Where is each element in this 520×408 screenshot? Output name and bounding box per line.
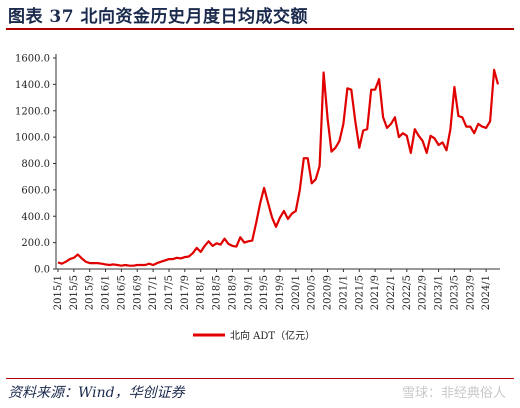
x-tick-label: 2019/9 — [275, 275, 286, 310]
y-tick-label: 1400.0 — [15, 80, 50, 91]
x-tick-label: 2023/5 — [449, 275, 460, 310]
x-tick-label: 2016/9 — [132, 275, 143, 310]
x-tick-label: 2017/5 — [164, 275, 175, 310]
x-tick-label: 2019/1 — [243, 275, 254, 310]
y-tick-label: 1000.0 — [15, 133, 50, 144]
y-tick-label: 0.0 — [34, 265, 50, 276]
y-tick-label: 800.0 — [21, 159, 50, 170]
x-tick-label: 2019/5 — [259, 275, 270, 310]
footer-divider — [6, 378, 514, 379]
y-tick-label: 200.0 — [21, 238, 50, 249]
x-tick-label: 2022/9 — [418, 275, 429, 310]
x-tick-label: 2015/9 — [85, 275, 96, 310]
x-tick-label: 2022/1 — [386, 275, 397, 310]
x-tick-label: 2018/9 — [227, 275, 238, 310]
x-tick-label: 2015/1 — [53, 275, 64, 310]
line-chart: 0.0 200.0 400.0 600.0 800.0 1000.0 1200.0 1400.… — [15, 54, 500, 342]
watermark-text: 雪球：非经典俗人 — [401, 386, 506, 401]
legend-label: 北向 ADT（亿元） — [230, 329, 315, 342]
y-tick-label: 1600.0 — [15, 54, 50, 65]
x-tick-label: 2015/5 — [69, 275, 80, 310]
x-tick-label: 2020/9 — [323, 275, 334, 310]
y-tick-label: 400.0 — [21, 212, 50, 223]
x-tick-label: 2024/1 — [481, 275, 492, 310]
chart-title: 图表 37 北向资金历史月度日均成交额 — [8, 7, 308, 27]
y-tick-label: 1200.0 — [15, 106, 50, 117]
series-line-northbound-adt — [57, 68, 500, 267]
x-tick-label: 2017/1 — [148, 275, 159, 310]
x-tick-label: 2020/1 — [291, 275, 302, 310]
x-tick-label: 2022/5 — [402, 275, 413, 310]
x-tick-label: 2021/1 — [338, 275, 349, 310]
x-tick-label: 2016/1 — [101, 275, 112, 310]
y-tick-label: 600.0 — [21, 185, 50, 196]
x-tick-label: 2018/1 — [196, 275, 207, 310]
source-note: 资料来源：Wind，华创证券 — [8, 385, 185, 401]
x-tick-label: 2023/1 — [434, 275, 445, 310]
x-tick-label: 2018/5 — [212, 275, 223, 310]
x-tick-label: 2021/9 — [370, 275, 381, 310]
x-tick-label: 2021/5 — [354, 275, 365, 310]
x-tick-label: 2016/5 — [116, 275, 127, 310]
x-tick-label: 2020/5 — [307, 275, 318, 310]
x-tick-label: 2023/9 — [465, 275, 476, 310]
title-divider — [6, 28, 514, 30]
x-tick-label: 2017/9 — [180, 275, 191, 310]
